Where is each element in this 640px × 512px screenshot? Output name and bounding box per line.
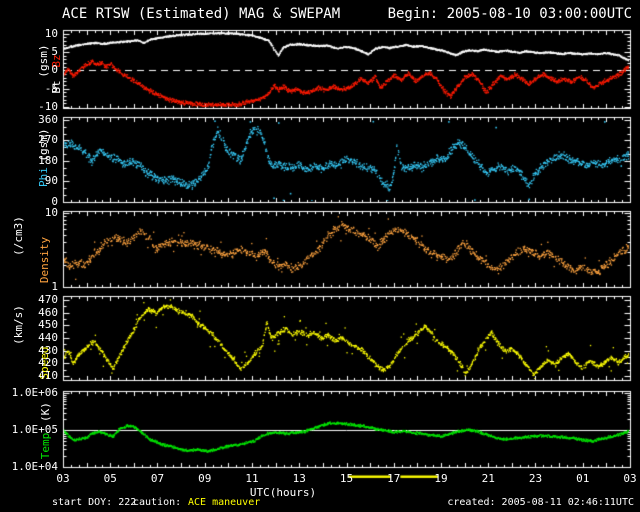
temp-y-tick-label: 1.0E+05 [11, 423, 58, 437]
begin-timestamp: Begin: 2005-08-10 03:00:00UTC [387, 6, 632, 22]
x-tick-label: 15 [339, 472, 354, 485]
speed-y-tick-label: 430 [38, 343, 58, 357]
density-unit-label: (/cm3) [12, 216, 25, 256]
speed-y-tick-label: 420 [38, 356, 58, 370]
x-tick-label: 03 [623, 472, 637, 485]
x-tick-label: 23 [528, 472, 543, 485]
temp-axis-label: Temp [39, 432, 52, 460]
x-axis-title: UTC(hours) [249, 486, 317, 499]
speed-y-tick-label: 460 [38, 305, 58, 319]
mag-y-tick-label: 10 [44, 26, 58, 40]
density-axis-label: Density [38, 236, 51, 284]
mag-y-tick-label: 5 [51, 45, 58, 59]
x-tick-label: 07 [150, 472, 165, 485]
phi-y-tick-label: 0 [51, 195, 58, 208]
page-title: ACE RTSW (Estimated) MAG & SWEPAM [62, 6, 341, 22]
x-tick-label: 05 [103, 472, 117, 485]
mag-y-tick-label: -5 [44, 81, 58, 95]
x-tick-label: 21 [481, 472, 495, 485]
x-tick-label: 09 [198, 472, 212, 485]
speed-y-tick-label: 440 [38, 331, 58, 344]
phi-y-tick-label: 90 [44, 174, 58, 188]
caution-value: ACE maneuver [188, 497, 261, 508]
density-y-tick-label: 10 [44, 205, 58, 219]
speed-y-tick-label: 410 [38, 369, 58, 383]
x-tick-label: 11 [245, 472, 259, 485]
density-y-tick-label: 1 [51, 280, 58, 293]
speed-y-tick-label: 450 [38, 318, 58, 332]
phi-y-tick-label: 360 [38, 112, 58, 126]
mag-y-tick-label: -10 [38, 100, 58, 114]
temp-unit-label: (K) [39, 402, 52, 422]
x-tick-label: 13 [292, 472, 306, 485]
x-tick-label: 19 [434, 472, 448, 485]
speed-y-tick-label: 470 [38, 292, 58, 306]
mag-y-tick-label: 0 [51, 63, 58, 77]
temp-y-tick-label: 1.0E+04 [11, 460, 58, 473]
phi-y-tick-label: 180 [38, 153, 58, 167]
temp-y-tick-label: 1.0E+06 [11, 386, 58, 400]
start-doy-label: start DOY: 222 [52, 497, 137, 508]
caution-label: caution: [133, 497, 182, 508]
created-timestamp: created: 2005-08-11 02:46:11UTC [447, 497, 634, 508]
x-tick-label: 01 [576, 472, 590, 485]
x-tick-label: 03 [56, 472, 70, 485]
x-tick-label: 17 [387, 472, 401, 485]
phi-y-tick-label: 270 [38, 133, 58, 147]
